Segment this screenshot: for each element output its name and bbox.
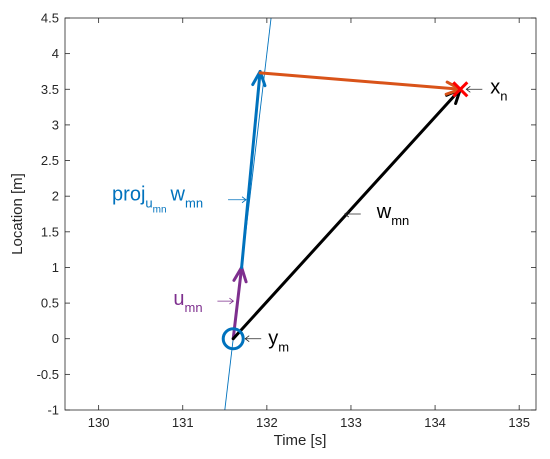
x-axis-label: Time [s] [274,432,327,449]
annotation-y_m: ym [268,328,289,355]
x-tick-label: 132 [256,415,278,430]
annotation-main: x [490,76,500,98]
y-tick-label: 3.5 [41,82,59,97]
y-tick-label: 1 [52,260,59,275]
pointer-head [229,297,235,305]
annotation-u_mn: umn [173,288,202,315]
annotation-pointer [344,210,361,218]
y-tick-label: 1.5 [41,224,59,239]
annotation-subscript: mn [185,196,203,211]
y-tick-label: 0.5 [41,296,59,311]
pointer-head [244,335,250,343]
annotation-pointer [217,297,235,305]
y-tick-label: 3 [52,117,59,132]
pointer-head [241,196,247,204]
annotation-subscript: u [145,196,152,211]
point-x-n-marker [452,81,469,98]
vector-shaft [231,265,244,341]
point-y-m-marker [221,327,245,351]
annotation-main: u [173,288,184,310]
annotation-subscript: n [500,88,507,103]
cross-stroke [452,81,469,98]
y-axis-label: Location [m] [9,173,26,255]
annotation-subscript: mn [391,213,409,228]
vector-shaft [240,69,262,269]
x-tick-label: 133 [340,415,362,430]
vector-shaft [258,71,462,91]
pointer-head [344,210,349,218]
x-tick-label: 131 [172,415,194,430]
pointer-head [465,85,471,93]
axes-box [64,17,537,411]
y-tick-label: 4 [52,46,59,61]
y-tick-label: 2.5 [41,153,59,168]
annotation-pointer [228,196,247,204]
annotation-proj: projumnwmn [112,184,203,216]
annotation-pointer [244,335,262,343]
annotation-w_mn: wmn [376,201,410,228]
plot-area [65,18,536,410]
y-tick-label: -0.5 [37,367,59,382]
annotation-main: w [170,184,186,206]
annotation-main: w [376,201,392,223]
x-tick-label: 135 [508,415,530,430]
y-tick-label: 0 [52,331,59,346]
annotation-subscript: m [278,340,289,355]
annotation-x_n: xn [490,76,507,103]
annotation-subscript: mn [185,300,203,315]
annotation-main: proj [112,184,145,206]
x-tick-label: 134 [424,415,446,430]
annotation-pointer [465,85,483,93]
x-tick-label: 130 [88,415,110,430]
y-tick-label: 4.5 [41,11,59,26]
y-tick-label: 2 [52,189,59,204]
annotation-subscript: mn [153,205,167,216]
y-tick-label: -1 [47,403,59,418]
annotation-main: y [268,328,278,350]
